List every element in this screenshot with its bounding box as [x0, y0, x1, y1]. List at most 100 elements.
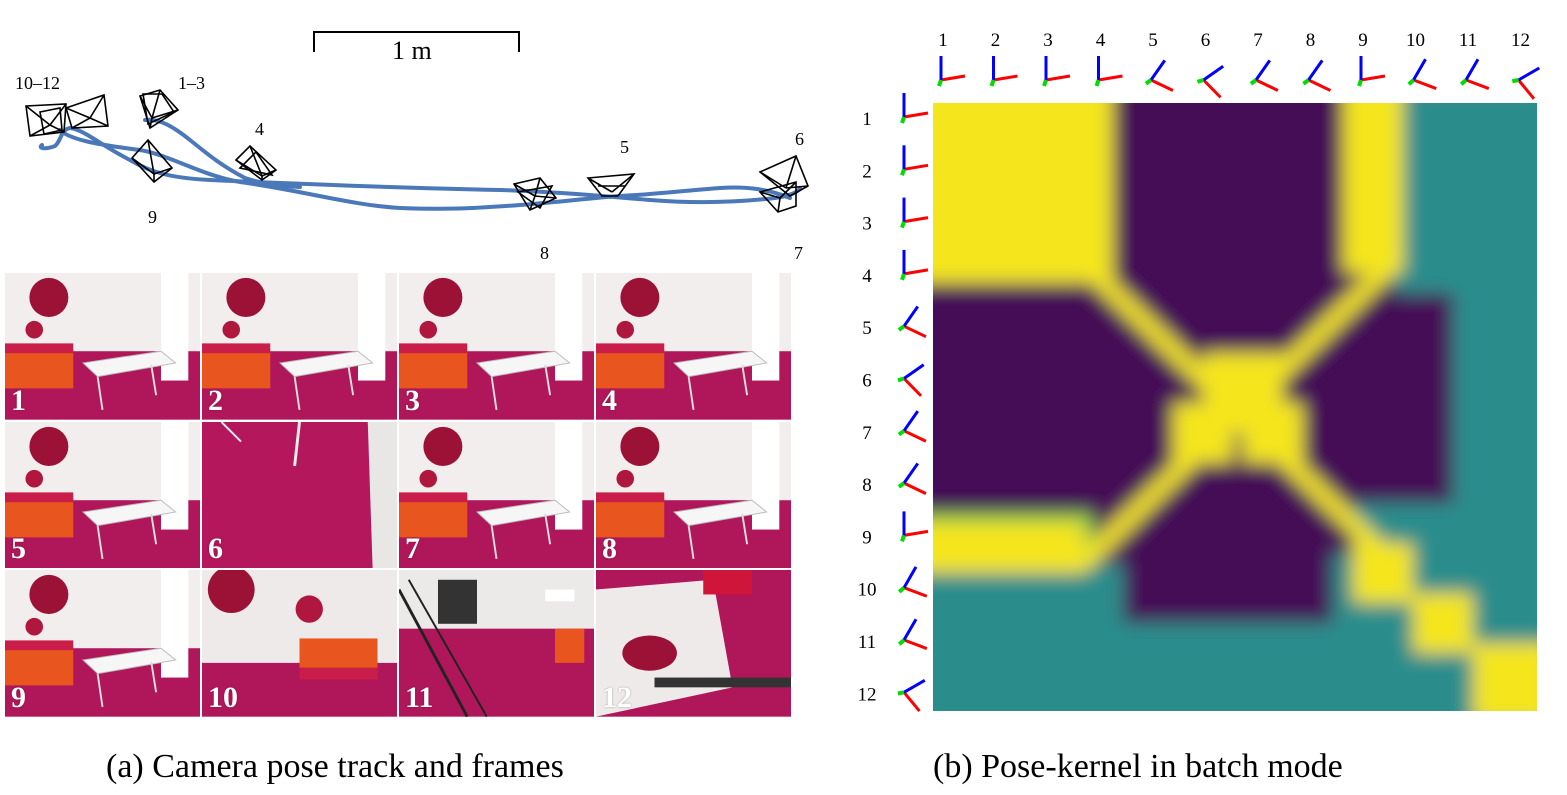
top-pose-axes: 1 2 3 4 5 6 7 8 9 10 11 12: [937, 30, 1541, 100]
trajectory-line: [38, 117, 802, 211]
frame-image: [596, 570, 791, 717]
scale-bar: [313, 31, 520, 52]
frame-number-label: 2: [208, 383, 223, 417]
top-pose-axis-icon: [937, 56, 966, 87]
camera-label-4: 4: [255, 119, 264, 139]
left-axis-label-3: 3: [862, 214, 872, 235]
left-axis-label-11: 11: [858, 632, 876, 653]
top-axis-label-6: 6: [1201, 30, 1211, 51]
frustum-9: [130, 138, 174, 184]
caption-panel-b: (b) Pose-kernel in batch mode: [933, 748, 1343, 785]
left-pose-axis-icon: [900, 197, 929, 229]
frame-number-label: 12: [602, 681, 632, 714]
frame-image: [202, 273, 397, 420]
camera-label-1-3: 1–3: [178, 73, 205, 93]
top-pose-axis-icon: [1094, 56, 1123, 87]
top-pose-axis-icon: [1196, 65, 1225, 99]
frame-image: [202, 570, 397, 717]
frame-thumbnail-4: 4: [596, 273, 791, 420]
frame-image: [399, 570, 594, 717]
frame-image: [5, 570, 200, 717]
left-pose-axis-icon: [900, 93, 929, 124]
frame-thumbnail-11: 11: [399, 570, 594, 717]
left-axis-label-4: 4: [862, 266, 872, 287]
camera-label-10-12: 10–12: [15, 73, 60, 93]
frame-thumbnail-8: 8: [596, 421, 791, 569]
left-pose-axis-icon: [897, 462, 927, 495]
frame-number-label: 3: [405, 383, 420, 417]
left-axis-label-6: 6: [862, 371, 872, 392]
frame-thumbnail-2: 2: [202, 273, 397, 420]
left-axis-label-5: 5: [862, 318, 872, 339]
top-pose-axis-icon: [1511, 66, 1541, 100]
scale-bar-label: 1 m: [392, 36, 432, 65]
heatmap-high-block: [1413, 593, 1473, 653]
frame-image: [399, 273, 594, 420]
kernel-heatmap: [933, 103, 1537, 711]
frame-number-label: 4: [602, 383, 617, 417]
frame-number-label: 9: [11, 681, 26, 714]
camera-label-9: 9: [148, 207, 157, 227]
top-axis-label-5: 5: [1148, 30, 1158, 51]
left-axis-label-1: 1: [862, 109, 872, 130]
frustum-4: [234, 144, 278, 181]
top-axis-label-4: 4: [1096, 30, 1106, 51]
left-pose-axis-icon: [897, 363, 925, 397]
top-axis-label-3: 3: [1043, 30, 1053, 51]
frame-image: [202, 421, 397, 569]
top-pose-axis-icon: [1249, 59, 1279, 92]
camera-track-plot: [25, 31, 810, 213]
frame-number-label: 8: [602, 532, 617, 566]
left-pose-axis-icon: [900, 249, 929, 281]
top-axis-label-9: 9: [1358, 30, 1368, 51]
top-axis-label-11: 11: [1459, 30, 1477, 51]
frame-image: [5, 273, 200, 420]
frame-thumbnail-5: 5: [5, 421, 200, 569]
left-axis-label-9: 9: [862, 527, 872, 548]
camera-label-5: 5: [620, 137, 629, 157]
left-pose-axis-icon: [897, 566, 928, 598]
frustum-1-3: [138, 89, 180, 130]
frame-image: [399, 421, 594, 569]
frame-thumbnail-3: 3: [399, 273, 594, 420]
frames-grid: 1 2 3 4 5 6 7 8: [5, 273, 791, 717]
frame-number-label: 7: [405, 532, 420, 566]
heatmap-high-block: [1473, 643, 1537, 711]
frustum-8: [512, 177, 558, 212]
frame-number-label: 1: [11, 383, 26, 417]
top-pose-axis-icon: [1459, 58, 1490, 90]
frame-number-label: 5: [11, 532, 26, 566]
frame-thumbnail-10: 10: [202, 570, 397, 717]
top-axis-label-12: 12: [1511, 30, 1530, 51]
left-pose-axis-icon: [897, 679, 926, 713]
top-pose-axis-icon: [1042, 56, 1071, 87]
top-pose-axis-icon: [1357, 56, 1386, 87]
camera-label-8: 8: [540, 243, 549, 263]
camera-label-7: 7: [794, 243, 803, 263]
top-axis-label-2: 2: [991, 30, 1001, 51]
frustum-10-12: [25, 93, 109, 137]
top-axis-label-10: 10: [1406, 30, 1425, 51]
frustum-6-7: [758, 154, 810, 213]
left-axis-label-8: 8: [862, 475, 872, 496]
frame-thumbnail-12: 12: [596, 570, 791, 717]
top-pose-axis-icon: [1302, 59, 1332, 92]
frame-number-label: 11: [405, 681, 434, 714]
left-axis-label-7: 7: [862, 423, 872, 444]
frame-number-label: 6: [208, 532, 223, 566]
top-axis-label-7: 7: [1253, 30, 1263, 51]
top-pose-axis-icon: [1407, 58, 1437, 90]
left-pose-axis-icon: [900, 145, 929, 176]
top-pose-axis-icon: [1144, 59, 1174, 92]
frustum-5: [586, 173, 636, 197]
left-pose-axis-icon: [900, 511, 929, 543]
frame-thumbnail-1: 1: [5, 273, 200, 420]
heatmap-high-block: [1343, 103, 1403, 273]
left-axis-label-12: 12: [858, 684, 877, 705]
frame-number-label: 10: [208, 681, 238, 714]
frame-image: [5, 421, 200, 569]
frame-image: [596, 273, 791, 420]
camera-frustums: [25, 89, 810, 213]
